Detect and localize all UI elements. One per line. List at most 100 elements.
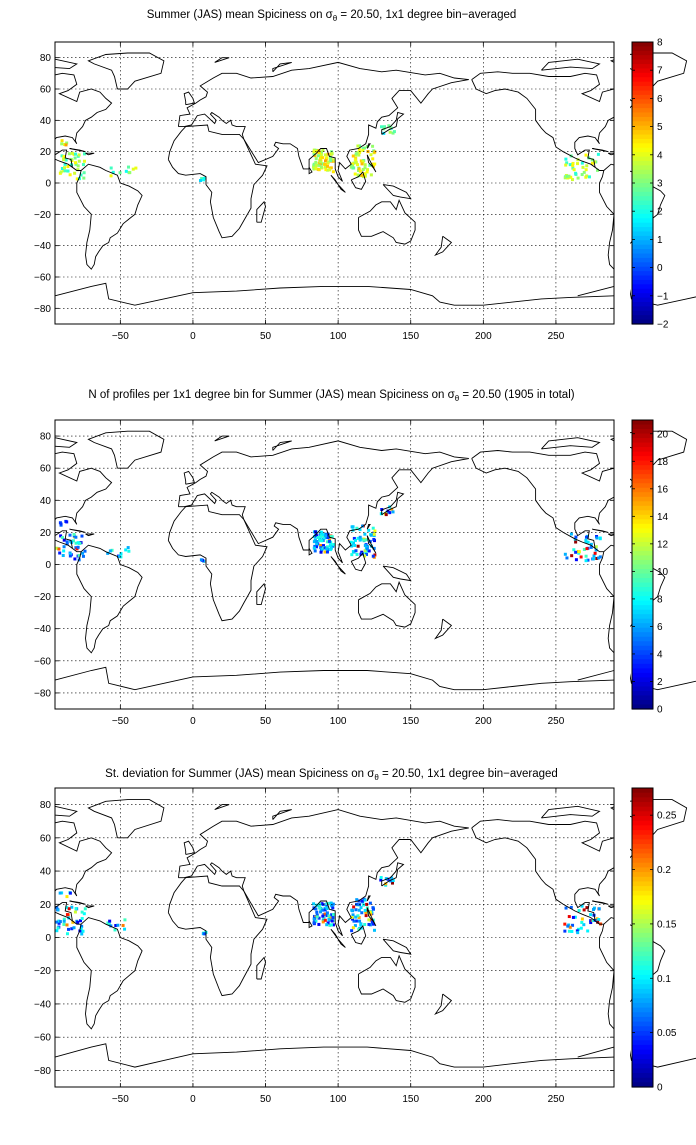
data-cell: [585, 547, 589, 551]
mask-left: [0, 400, 55, 729]
coastline: [85, 905, 95, 909]
data-cell: [354, 919, 358, 923]
data-cell: [331, 158, 335, 162]
coastline: [350, 171, 367, 190]
data-cell: [587, 175, 591, 179]
colorbar-step: [632, 853, 653, 859]
data-cell: [357, 915, 361, 919]
data-cell: [363, 532, 367, 536]
coastline: [381, 491, 405, 516]
data-cell: [576, 158, 580, 162]
data-cell: [361, 148, 365, 152]
data-cell: [351, 926, 355, 930]
colorbar-step: [632, 279, 653, 285]
coastline: [381, 111, 405, 135]
coastline: [76, 917, 143, 1030]
colorbar-step: [632, 183, 653, 189]
data-cell: [566, 924, 570, 928]
colorbar-step: [632, 690, 653, 697]
data-cell: [361, 160, 365, 164]
data-cell: [312, 902, 316, 906]
coastline: [350, 552, 367, 572]
data-cell: [203, 932, 207, 936]
data-cell: [579, 555, 583, 559]
y-tick-label: −40: [34, 624, 51, 635]
data-cell: [392, 130, 396, 134]
data-cell: [389, 126, 393, 130]
colorbar-step: [632, 1054, 653, 1060]
colorbar-step: [632, 1058, 653, 1065]
coastline: [76, 163, 143, 270]
colorbar-step: [632, 143, 653, 149]
data-cell: [350, 525, 354, 529]
colorbar-tick-label: 0: [657, 705, 663, 716]
data-cell: [571, 163, 575, 167]
data-cell: [391, 510, 395, 514]
colorbar-step: [632, 99, 653, 105]
colorbar-step: [632, 209, 653, 215]
colorbar-tick-label: 8: [657, 594, 663, 605]
coastline-wrapped: [471, 450, 635, 553]
data-cell: [324, 168, 328, 172]
data-cell: [65, 895, 69, 899]
colorbar-tick-label: 0.05: [657, 1028, 677, 1039]
coastline: [85, 533, 95, 537]
data-cell: [350, 164, 354, 168]
data-cell: [318, 539, 322, 543]
colorbar-step: [632, 116, 653, 122]
data-cell: [564, 906, 568, 910]
data-cell: [58, 891, 62, 895]
data-cell: [80, 534, 84, 538]
colorbar-step: [632, 848, 653, 855]
colorbar-step: [632, 42, 653, 48]
colorbar: 0.25 0.2 0.15 0.1 0.05 0: [631, 787, 677, 1094]
data-cell: [59, 534, 63, 538]
colorbar-step: [632, 923, 653, 929]
data-cell: [320, 150, 324, 154]
colorbar-step: [632, 68, 653, 74]
gridlines: [55, 42, 614, 324]
data-cell: [56, 926, 60, 930]
colorbar-tick-label: −1: [657, 291, 669, 302]
data-cell: [70, 151, 74, 155]
data-cell: [63, 162, 67, 166]
coastline: [358, 580, 416, 628]
colorbar-step: [632, 249, 653, 255]
data-cell: [582, 547, 586, 551]
data-cell: [67, 927, 71, 931]
colorbar-step: [632, 275, 653, 281]
data-cell: [589, 542, 593, 546]
colorbar-step: [632, 677, 653, 683]
coastline: [69, 528, 86, 533]
data-cell: [356, 914, 360, 918]
data-cell: [312, 540, 316, 544]
data-cell: [577, 550, 581, 554]
colorbar-step: [632, 205, 653, 211]
data-cell: [77, 159, 81, 163]
data-cell: [569, 532, 573, 536]
data-cell: [118, 171, 122, 175]
data-cell: [354, 153, 358, 157]
y-tick-label: 60: [40, 833, 52, 844]
data-cell: [359, 923, 363, 927]
data-cell: [371, 554, 375, 558]
colorbar-step: [632, 587, 653, 593]
coastline-wrapped: [592, 900, 609, 905]
data-cell: [81, 929, 85, 933]
data-cell: [597, 556, 601, 560]
data-cell: [359, 906, 363, 910]
data-cell: [390, 507, 394, 511]
colorbar-step: [632, 424, 653, 430]
y-tick-label: −20: [34, 592, 51, 603]
data-cell: [83, 549, 87, 553]
data-cell: [368, 901, 372, 905]
data-cell: [577, 909, 581, 913]
colorbar-step: [632, 591, 653, 597]
data-cell: [371, 144, 375, 148]
data-cell: [575, 929, 579, 933]
data-cell: [325, 540, 329, 544]
data-cell: [363, 172, 367, 176]
colorbar-step: [632, 240, 653, 246]
data-cell: [363, 898, 367, 902]
data-cell: [65, 906, 69, 910]
